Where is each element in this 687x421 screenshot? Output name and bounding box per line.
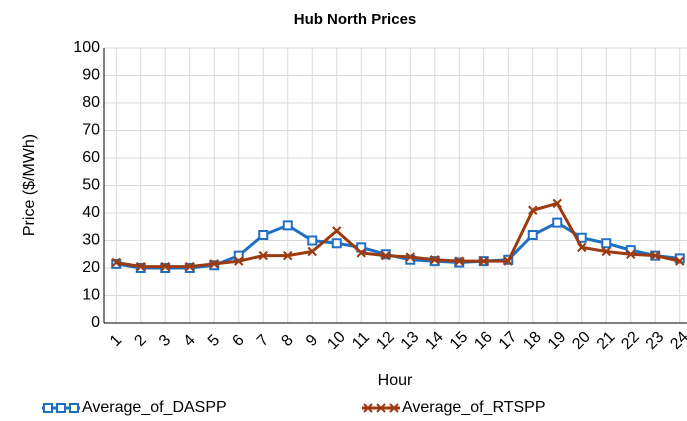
x-tick-label: 17 <box>496 328 521 353</box>
legend-label: Average_of_RTSPP <box>402 399 546 416</box>
y-tick-label: 0 <box>91 314 100 331</box>
x-tick-label: 22 <box>618 328 643 353</box>
legend-label: Average_of_DASPP <box>82 399 227 416</box>
x-tick-label: 4 <box>180 332 198 350</box>
marker <box>209 259 219 269</box>
marker <box>601 246 611 257</box>
marker <box>552 198 562 209</box>
y-tick-label: 40 <box>82 204 100 221</box>
marker <box>430 255 440 265</box>
marker <box>389 403 399 413</box>
marker <box>43 403 53 413</box>
marker <box>577 242 587 253</box>
x-tick-label: 19 <box>545 328 570 353</box>
marker <box>307 235 318 246</box>
x-tick-label: 18 <box>520 328 545 353</box>
x-tick-label: 5 <box>205 332 223 350</box>
chart-title: Hub North Prices <box>294 11 417 28</box>
marker <box>363 403 373 413</box>
marker <box>56 403 66 413</box>
x-tick-label: 7 <box>254 332 272 350</box>
y-tick-label: 60 <box>82 149 100 166</box>
x-tick-label: 14 <box>422 328 447 353</box>
x-tick-label: 16 <box>471 328 496 353</box>
x-tick-label: 13 <box>398 328 423 353</box>
marker <box>283 250 293 261</box>
marker <box>258 250 268 261</box>
y-tick-label: 50 <box>82 177 100 194</box>
marker <box>675 256 685 266</box>
marker <box>376 403 386 413</box>
marker <box>552 217 563 228</box>
x-tick-label: 10 <box>324 328 349 353</box>
x-tick-label: 20 <box>569 328 594 353</box>
marker <box>626 249 636 259</box>
marker <box>282 220 293 231</box>
series-line <box>116 201 681 269</box>
marker <box>356 248 366 258</box>
x-tick-label: 11 <box>349 329 373 353</box>
marker <box>479 256 489 266</box>
y-tick-label: 20 <box>82 259 100 276</box>
marker <box>332 226 342 236</box>
marker <box>69 403 79 413</box>
marker <box>136 261 146 272</box>
marker <box>234 256 244 266</box>
x-tick-label: 2 <box>131 332 149 350</box>
marker <box>503 256 513 266</box>
marker <box>331 238 342 249</box>
marker <box>307 246 317 257</box>
y-tick-label: 70 <box>82 122 100 139</box>
marker <box>258 230 269 240</box>
y-tick-label: 80 <box>82 94 100 111</box>
y-axis-label: Price ($/MWh) <box>21 134 38 236</box>
marker <box>405 252 415 262</box>
marker <box>185 261 195 272</box>
marker <box>528 205 538 215</box>
y-tick-label: 100 <box>73 39 100 56</box>
x-tick-label: 12 <box>373 328 398 353</box>
marker <box>601 238 612 249</box>
x-tick-label: 9 <box>303 332 321 350</box>
marker <box>650 250 660 261</box>
x-tick-label: 15 <box>447 328 472 353</box>
x-tick-label: 8 <box>278 332 296 350</box>
y-tick-label: 10 <box>82 287 100 304</box>
marker <box>527 230 538 240</box>
x-tick-label: 6 <box>229 332 247 350</box>
x-tick-label: 3 <box>156 332 174 350</box>
x-tick-label: 1 <box>107 332 125 350</box>
marker <box>454 256 464 266</box>
marker <box>111 257 121 268</box>
y-tick-label: 30 <box>82 232 100 249</box>
x-tick-label: 24 <box>667 328 687 353</box>
marker <box>381 250 391 261</box>
x-tick-label: 21 <box>594 328 619 353</box>
marker <box>160 261 170 272</box>
series-line <box>116 220 680 270</box>
x-tick-label: 23 <box>643 328 668 353</box>
x-axis-label: Hour <box>378 372 413 389</box>
y-tick-label: 90 <box>82 67 100 84</box>
